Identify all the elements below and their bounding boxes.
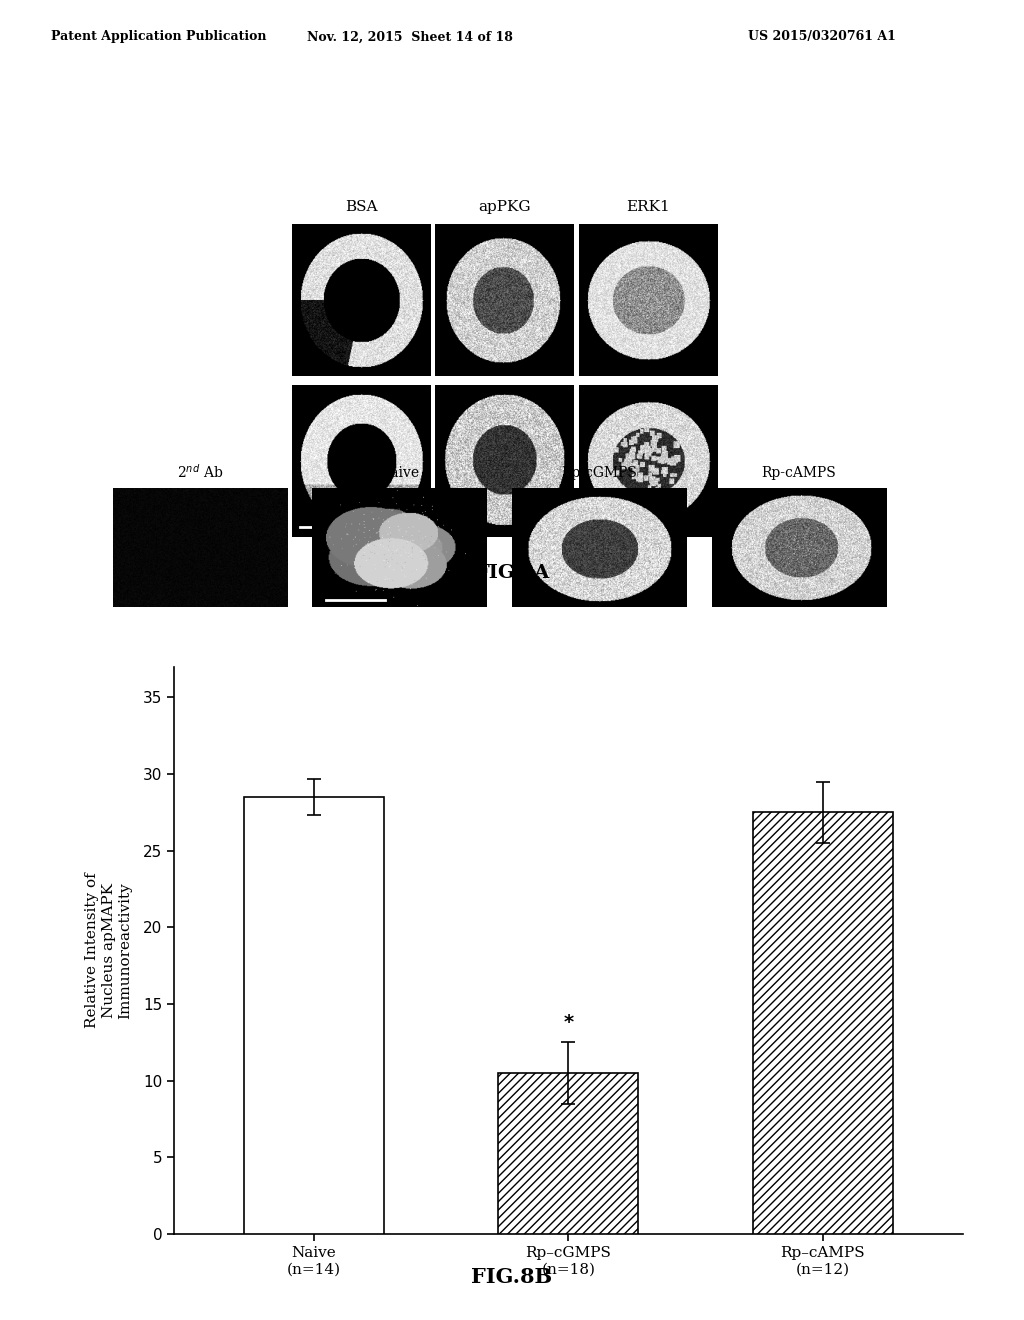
Text: Rp-cAMPS: Rp-cAMPS: [762, 466, 836, 480]
Text: apPKG: apPKG: [478, 199, 530, 214]
Text: ERK1: ERK1: [626, 199, 670, 214]
Bar: [753, 812, 893, 1234]
Text: FIG.8A: FIG.8A: [475, 564, 549, 582]
Bar: [244, 797, 384, 1234]
Text: US 2015/0320761 A1: US 2015/0320761 A1: [748, 30, 895, 44]
Bar: [499, 1073, 638, 1234]
Text: Patent Application Publication: Patent Application Publication: [51, 30, 266, 44]
Text: *: *: [563, 1012, 573, 1032]
Text: Rp-cGMPS: Rp-cGMPS: [561, 466, 637, 480]
Text: FIG.8B: FIG.8B: [471, 1267, 553, 1287]
Text: 2$^{nd}$ Ab: 2$^{nd}$ Ab: [176, 462, 223, 480]
Y-axis label: Relative Intensity of
Nucleus apMAPK
Immunoreactivity: Relative Intensity of Nucleus apMAPK Imm…: [85, 873, 132, 1028]
Text: BSA: BSA: [345, 199, 377, 214]
Text: Naive: Naive: [379, 466, 420, 480]
Text: Nov. 12, 2015  Sheet 14 of 18: Nov. 12, 2015 Sheet 14 of 18: [306, 30, 513, 44]
